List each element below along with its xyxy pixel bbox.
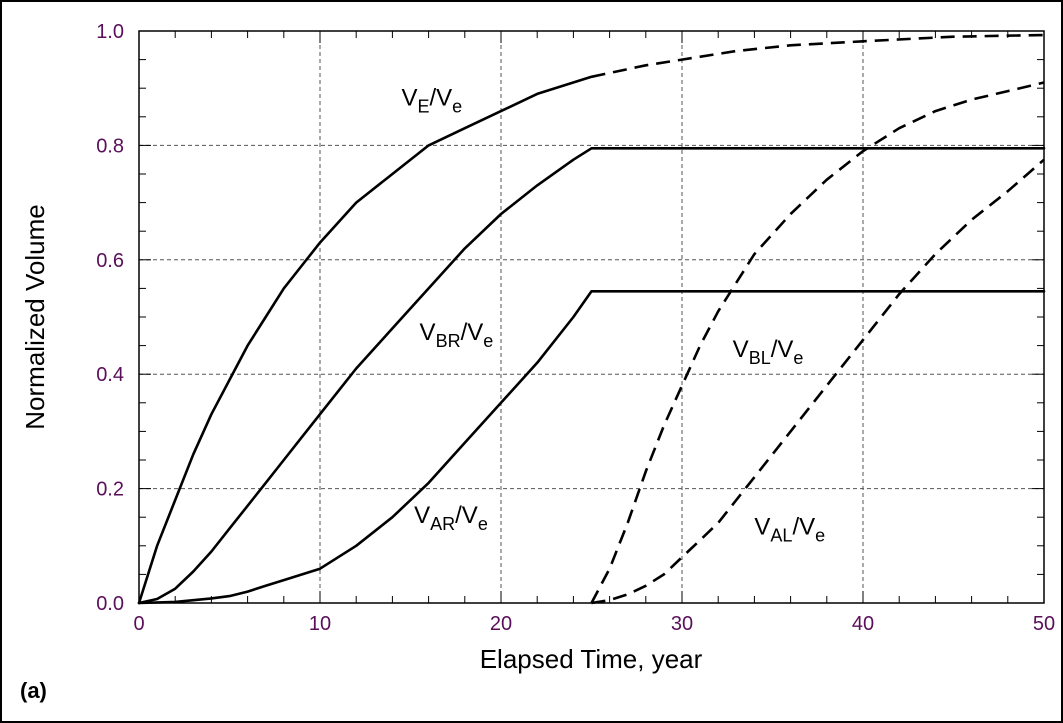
x-axis-title: Elapsed Time, year	[480, 644, 703, 674]
x-tick-labels: 0 10 20 30 40 50	[133, 613, 1055, 635]
curve-label: VBL/Ve	[733, 336, 804, 368]
y-tick-labels: 0.0 0.2 0.4 0.6 0.8 1.0	[96, 21, 124, 615]
x-tick-label: 40	[852, 613, 874, 635]
x-tick-label: 0	[133, 613, 144, 635]
y-tick-label: 0.6	[96, 250, 124, 272]
y-axis-title: Normalized Volume	[20, 204, 50, 429]
curve-label: VBR/Ve	[420, 319, 494, 351]
series-line	[590, 81, 1045, 604]
panel-label: (a)	[20, 678, 47, 703]
x-tick-label: 20	[490, 613, 512, 635]
curve-label: VAR/Ve	[414, 502, 488, 534]
y-tick-label: 0.2	[96, 479, 124, 501]
curve-labels: VE/Ve VBR/Ve VAR/Ve VBL/Ve VAL/Ve	[401, 84, 825, 545]
grid-lines	[139, 31, 1044, 603]
series-line	[137, 75, 593, 605]
series-line	[137, 290, 1046, 605]
y-tick-label: 1.0	[96, 21, 124, 43]
x-tick-label: 10	[309, 613, 331, 635]
series-line	[137, 147, 1046, 605]
plot-area-frame	[138, 30, 1045, 604]
x-tick-label: 30	[671, 613, 693, 635]
y-tick-label: 0.4	[96, 364, 124, 386]
y-tick-label: 0.8	[96, 135, 124, 157]
series-lines	[137, 33, 1046, 605]
y-tick-label: 0.0	[96, 593, 124, 615]
curve-label: VAL/Ve	[754, 513, 825, 545]
curve-label: VE/Ve	[401, 84, 462, 116]
x-tick-label: 50	[1033, 613, 1055, 635]
series-line	[591, 158, 1045, 605]
